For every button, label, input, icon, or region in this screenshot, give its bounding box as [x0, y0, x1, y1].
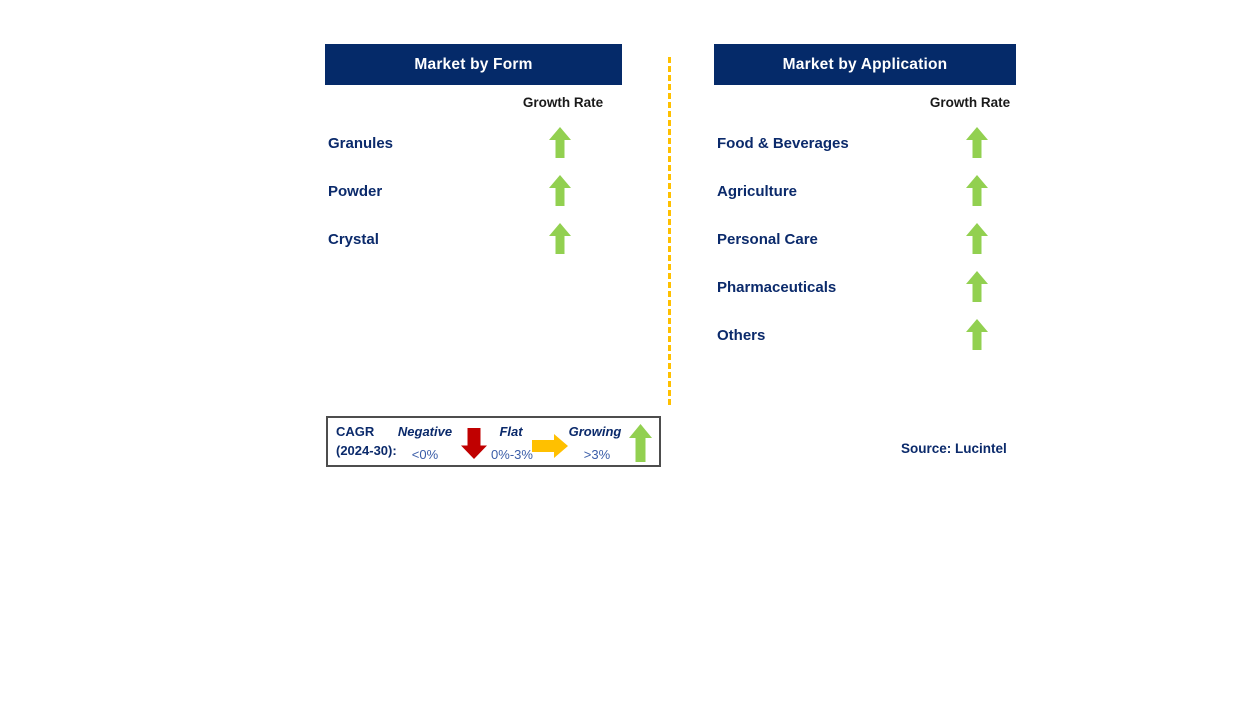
- up-arrow-icon: [549, 175, 571, 206]
- form-item-crystal: Crystal: [328, 231, 379, 248]
- right-arrow-icon: [532, 434, 568, 458]
- cagr-legend-box: CAGR (2024-30): Negative <0% Flat 0%-3% …: [326, 416, 661, 467]
- up-arrow-icon: [966, 175, 988, 206]
- up-arrow-icon: [966, 127, 988, 158]
- panel-form-title: Market by Form: [414, 55, 533, 73]
- up-arrow-icon: [549, 223, 571, 254]
- up-arrow-icon: [966, 223, 988, 254]
- cagr-legend-title-line1: CAGR: [336, 424, 375, 439]
- up-arrow-icon: [629, 424, 652, 462]
- legend-growing-label: Growing: [568, 424, 622, 439]
- source-note: Source: Lucintel: [901, 441, 1007, 456]
- legend-flat-range: 0%-3%: [491, 447, 533, 462]
- application-item-food-beverages: Food & Beverages: [717, 135, 849, 152]
- legend-negative-label: Negative: [397, 424, 453, 439]
- application-item-personal-care: Personal Care: [717, 231, 818, 248]
- up-arrow-icon: [966, 271, 988, 302]
- panel-application-growth-rate-label: Growth Rate: [929, 95, 1011, 110]
- form-item-granules: Granules: [328, 135, 394, 152]
- form-item-powder: Powder: [328, 183, 383, 200]
- application-item-agriculture: Agriculture: [717, 183, 798, 200]
- panel-application-header: Market by Application: [714, 44, 1016, 85]
- panel-divider-dashed-line: [668, 57, 671, 405]
- panel-form-header: Market by Form: [325, 44, 622, 85]
- up-arrow-icon: [966, 319, 988, 350]
- legend-negative-range: <0%: [411, 447, 439, 462]
- application-item-pharmaceuticals: Pharmaceuticals: [717, 279, 837, 296]
- cagr-legend-title-line2: (2024-30):: [336, 443, 397, 458]
- application-item-others: Others: [717, 327, 766, 344]
- panel-application-title: Market by Application: [782, 55, 948, 73]
- legend-flat-label: Flat: [499, 424, 523, 439]
- panel-form-growth-rate-label: Growth Rate: [522, 95, 604, 110]
- up-arrow-icon: [549, 127, 571, 158]
- down-arrow-icon: [461, 428, 487, 459]
- legend-growing-range: >3%: [583, 447, 611, 462]
